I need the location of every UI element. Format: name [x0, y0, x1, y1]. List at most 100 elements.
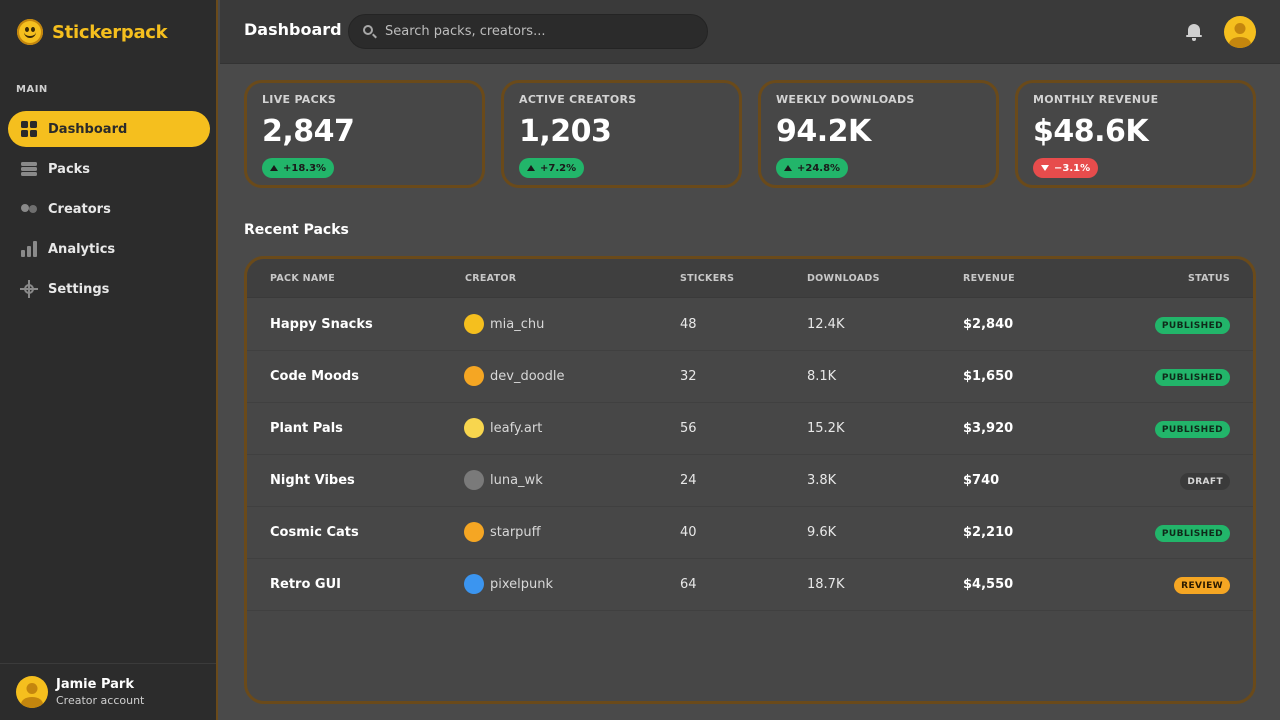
header-avatar[interactable] [1224, 16, 1256, 48]
pack-name[interactable]: Code Moods [270, 369, 359, 384]
status-badge: PUBLISHED [1154, 369, 1230, 386]
status-badge: DRAFT [1180, 473, 1230, 490]
avatar [16, 676, 48, 708]
gear-icon [20, 280, 38, 298]
column-header-downloads[interactable]: DOWNLOADS [807, 273, 880, 284]
table-row[interactable]: Night Vibes luna_wk 24 3.8K $740 DRAFT [247, 455, 1253, 507]
top-bar: Dashboard [220, 0, 1280, 64]
download-count: 9.6K [807, 525, 837, 540]
creator-avatar [464, 470, 484, 490]
creator-name[interactable]: pixelpunk [490, 577, 554, 592]
download-count: 15.2K [807, 421, 845, 436]
creator-name[interactable]: starpuff [490, 525, 541, 540]
revenue-value: $4,550 [963, 577, 1014, 592]
sticker-count: 24 [680, 473, 697, 488]
pack-name[interactable]: Night Vibes [270, 473, 355, 488]
download-count: 3.8K [807, 473, 837, 488]
bar-chart-icon [20, 240, 38, 258]
stat-value: 2,847 [262, 114, 355, 149]
table-row[interactable]: Plant Pals leafy.art 56 15.2K $3,920 PUBLISHE… [247, 403, 1253, 455]
sidebar-item-creators[interactable]: Creators [8, 191, 210, 227]
revenue-value: $3,920 [963, 421, 1014, 436]
table-row[interactable]: Code Moods dev_doodle 32 8.1K $1,650 PUBLISHE… [247, 351, 1253, 403]
stat-delta-badge: +7.2% [519, 158, 585, 178]
sticker-count: 32 [680, 369, 697, 384]
stat-value: $48.6K [1033, 114, 1149, 149]
sidebar-item-analytics[interactable]: Analytics [8, 231, 210, 267]
bell-icon[interactable] [1186, 23, 1202, 41]
sidebar: Stickerpack MAIN Dashboard Packs Creator… [0, 0, 218, 720]
download-count: 8.1K [807, 369, 837, 384]
revenue-value: $740 [963, 473, 1000, 488]
search-input[interactable] [385, 24, 695, 39]
stat-value: 94.2K [776, 114, 871, 149]
column-header-stickers[interactable]: STICKERS [680, 273, 735, 284]
sticker-count: 56 [680, 421, 697, 436]
trend-up-icon [784, 165, 792, 171]
revenue-value: $2,210 [963, 525, 1014, 540]
creator-name[interactable]: mia_chu [490, 317, 545, 332]
creator-name[interactable]: dev_doodle [490, 369, 565, 384]
revenue-value: $1,650 [963, 369, 1014, 384]
column-header-pack-name[interactable]: PACK NAME [270, 273, 336, 284]
sidebar-item-dashboard[interactable]: Dashboard [8, 111, 210, 147]
sticker-count: 64 [680, 577, 697, 592]
recent-packs-title: Recent Packs [244, 222, 349, 238]
download-count: 18.7K [807, 577, 845, 592]
stat-label: MONTHLY REVENUE [1033, 93, 1159, 106]
column-header-creator[interactable]: CREATOR [465, 273, 517, 284]
page-title: Dashboard [244, 20, 342, 39]
download-count: 12.4K [807, 317, 845, 332]
stat-delta-badge: +24.8% [776, 158, 849, 178]
column-header-revenue[interactable]: REVENUE [963, 273, 1015, 284]
stat-label: LIVE PACKS [262, 93, 337, 106]
sidebar-nav: Dashboard Packs Creators Analytics Setti… [8, 111, 210, 311]
brand[interactable]: Stickerpack [17, 19, 168, 45]
search-icon [363, 24, 377, 39]
stat-card-weekly-downloads: WEEKLY DOWNLOADS 94.2K +24.8% [758, 80, 999, 188]
sticker-count: 40 [680, 525, 697, 540]
search-box[interactable] [348, 14, 708, 49]
sidebar-item-label: Analytics [48, 241, 116, 257]
sidebar-item-settings[interactable]: Settings [8, 271, 210, 307]
sidebar-item-packs[interactable]: Packs [8, 151, 210, 187]
status-badge: PUBLISHED [1154, 421, 1230, 438]
stat-value: 1,203 [519, 114, 612, 149]
recent-packs-table: PACK NAME CREATOR STICKERS DOWNLOADS REV… [244, 256, 1256, 704]
user-name: Jamie Park [56, 677, 134, 692]
user-profile-card[interactable]: Jamie Park Creator account [0, 663, 216, 720]
stat-delta-badge: −3.1% [1033, 158, 1099, 178]
table-row[interactable]: Cosmic Cats starpuff 40 9.6K $2,210 PUBLISHED [247, 507, 1253, 559]
trend-down-icon [1041, 165, 1049, 171]
stat-label: WEEKLY DOWNLOADS [776, 93, 915, 106]
stat-label: ACTIVE CREATORS [519, 93, 637, 106]
trend-up-icon [270, 165, 278, 171]
grid-icon [20, 120, 38, 138]
table-row[interactable]: Happy Snacks mia_chu 48 12.4K $2,840 PUBLISHE… [247, 299, 1253, 351]
stat-card-live-packs: LIVE PACKS 2,847 +18.3% [244, 80, 485, 188]
stack-icon [20, 160, 38, 178]
trend-up-icon [527, 165, 535, 171]
pack-name[interactable]: Retro GUI [270, 577, 341, 592]
sticker-count: 48 [680, 317, 697, 332]
creator-avatar [464, 574, 484, 594]
creator-avatar [464, 366, 484, 386]
stat-card-active-creators: ACTIVE CREATORS 1,203 +7.2% [501, 80, 742, 188]
creator-name[interactable]: luna_wk [490, 473, 543, 488]
creator-name[interactable]: leafy.art [490, 421, 543, 436]
pack-name[interactable]: Cosmic Cats [270, 525, 359, 540]
sidebar-item-label: Packs [48, 161, 91, 177]
table-row[interactable]: Retro GUI pixelpunk 64 18.7K $4,550 REVIEW [247, 559, 1253, 611]
creator-avatar [464, 418, 484, 438]
column-header-status[interactable]: STATUS [1187, 273, 1230, 284]
creator-avatar [464, 314, 484, 334]
pack-name[interactable]: Happy Snacks [270, 317, 373, 332]
stat-card-monthly-revenue: MONTHLY REVENUE $48.6K −3.1% [1015, 80, 1256, 188]
sidebar-item-label: Dashboard [48, 121, 128, 137]
user-role: Creator account [56, 694, 145, 707]
users-icon [20, 200, 38, 218]
sidebar-item-label: Settings [48, 281, 110, 297]
brand-name: Stickerpack [52, 21, 168, 43]
stats-row: LIVE PACKS 2,847 +18.3% ACTIVE CREATORS … [244, 80, 1256, 188]
pack-name[interactable]: Plant Pals [270, 421, 343, 436]
